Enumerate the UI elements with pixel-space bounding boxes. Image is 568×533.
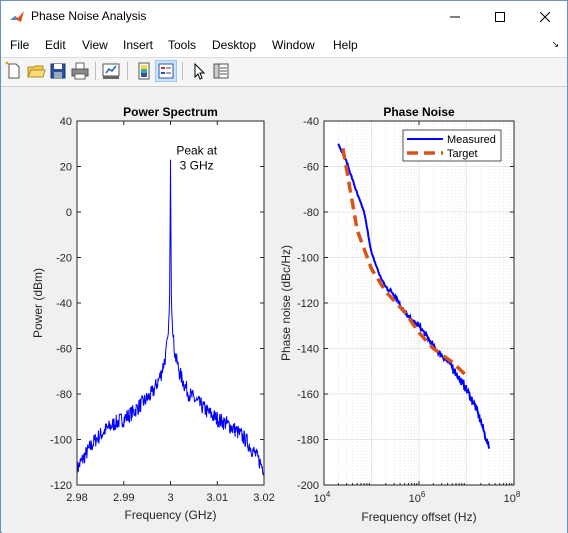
x-tick-label: 3.01 [207, 492, 228, 504]
close-button[interactable] [522, 1, 567, 32]
x-tick-label: 2.98 [66, 492, 87, 504]
menu-edit[interactable]: Edit [45, 38, 66, 52]
menu-view[interactable]: View [82, 38, 108, 52]
y-tick-label: -80 [303, 207, 319, 219]
peak-annotation-line2: 3 GHz [180, 159, 214, 173]
x-tick-label: 3.02 [253, 492, 274, 504]
matlab-app-icon [10, 11, 24, 22]
open-file-icon[interactable] [26, 61, 46, 81]
x-tick-label: 104 [314, 490, 331, 505]
y-tick-label: -200 [297, 480, 319, 492]
y-tick-label: -40 [303, 116, 319, 128]
property-inspector-icon[interactable] [211, 61, 231, 81]
x-axis-label: Frequency offset (Hz) [361, 510, 476, 524]
figure-canvas: Power Spectrum-120-100-80-60-40-20020402… [2, 87, 567, 533]
close-icon [539, 11, 550, 22]
toolbar-separator [95, 62, 96, 80]
menu-insert[interactable]: Insert [123, 38, 154, 52]
y-tick-label: -120 [297, 298, 319, 310]
menu-file[interactable]: File [10, 38, 30, 52]
menu-bar: File Edit View Insert Tools Desktop Wind… [1, 32, 567, 57]
menu-desktop[interactable]: Desktop [212, 38, 257, 52]
save-icon[interactable] [48, 61, 68, 81]
y-tick-label: -20 [56, 253, 72, 265]
toolbar-separator [127, 62, 128, 80]
y-axis-label: Phase noise (dBc/Hz) [279, 245, 293, 361]
title-bar: Phase Noise Analysis [1, 1, 567, 32]
legend-target-label: Target [447, 148, 478, 160]
minimize-button[interactable] [432, 1, 477, 32]
x-tick-label: 108 [504, 490, 521, 505]
dock-arrow-icon[interactable]: ↘ [551, 39, 559, 49]
y-tick-label: -120 [50, 480, 72, 492]
y-tick-label: -60 [303, 162, 319, 174]
x-tick-label: 106 [409, 490, 426, 505]
menu-window[interactable]: Window [272, 38, 315, 52]
y-tick-label: -80 [56, 389, 72, 401]
chart-title: Power Spectrum [123, 105, 218, 119]
y-tick-label: 40 [60, 116, 72, 128]
peak-annotation-line1: Peak at [176, 144, 217, 158]
link-plot-icon[interactable] [101, 61, 121, 81]
y-tick-label: -180 [297, 435, 319, 447]
chart-title: Phase Noise [383, 105, 455, 119]
insert-legend-icon[interactable] [155, 60, 177, 82]
legend-measured-label: Measured [447, 134, 496, 146]
axes-box [76, 120, 265, 486]
menu-tools[interactable]: Tools [168, 38, 197, 52]
y-tick-label: -40 [56, 298, 72, 310]
pointer-icon[interactable] [189, 61, 209, 81]
axes-box [323, 120, 515, 486]
y-tick-label: -100 [297, 253, 319, 265]
maximize-icon [494, 11, 505, 22]
y-tick-label: -60 [56, 344, 72, 356]
measured-line [337, 143, 491, 449]
minimize-icon [449, 16, 460, 17]
y-tick-label: 20 [60, 162, 72, 174]
spectrum-line [76, 159, 265, 478]
x-tick-label: 3 [167, 492, 173, 504]
target-line [341, 147, 468, 378]
toolbar-separator [182, 62, 183, 80]
x-axis-label: Frequency (GHz) [124, 508, 216, 522]
y-tick-label: -100 [50, 435, 72, 447]
menu-help[interactable]: Help [333, 38, 358, 52]
y-axis-label: Power (dBm) [31, 268, 45, 338]
y-tick-label: 0 [66, 207, 72, 219]
print-icon[interactable] [70, 61, 90, 81]
legend-box [402, 129, 502, 162]
y-tick-label: -140 [297, 344, 319, 356]
x-tick-label: 2.99 [113, 492, 134, 504]
y-tick-label: -160 [297, 389, 319, 401]
new-figure-icon[interactable] [4, 61, 24, 81]
figure-toolbar [1, 57, 567, 87]
insert-colorbar-icon[interactable] [134, 61, 154, 81]
window-title: Phase Noise Analysis [31, 9, 147, 23]
maximize-button[interactable] [477, 1, 522, 32]
